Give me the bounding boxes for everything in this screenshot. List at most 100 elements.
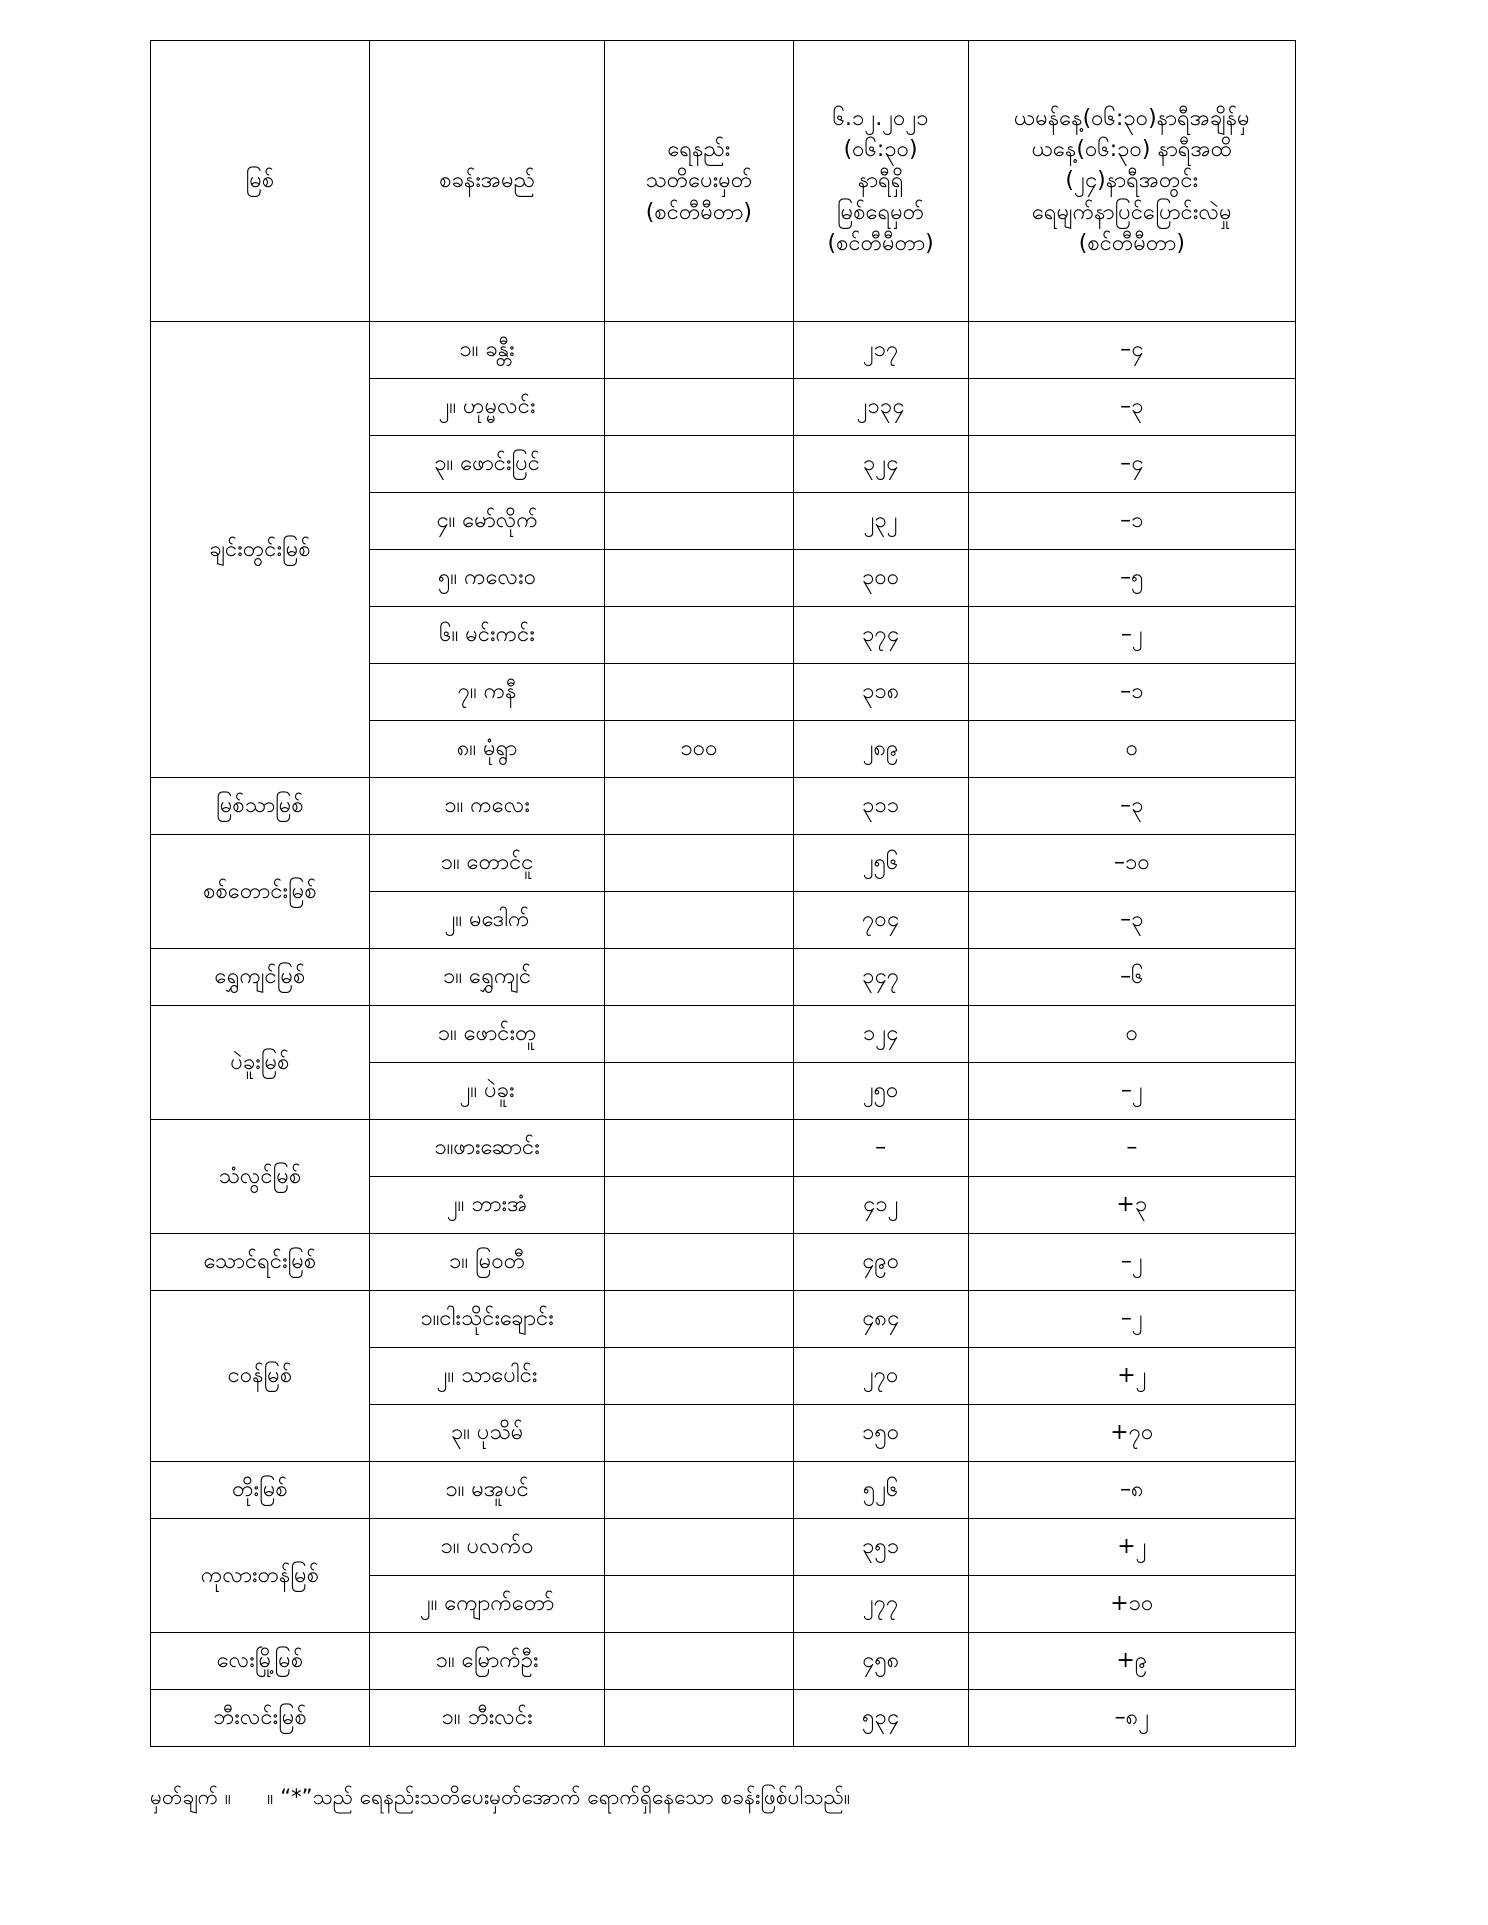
table-row: စစ်တောင်းမြစ် ၁။ တောင်ငူ ၂၅၆ –၁၀ xyxy=(150,834,1297,949)
cell-station-name: ၁။ တောင်ငူ xyxy=(368,834,606,892)
column-header-low-water-warning: ရေနည်း သတိပေးမှတ် (စင်တီမီတာ) xyxy=(604,40,794,322)
footnote: မှတ်ချက် ။ ။ “*”သည် ရေနည်းသတိပေးမှတ်အောက်… xyxy=(150,1782,1330,1814)
table-row: ၂။ ပဲခူး ၂၅၀ –၂ xyxy=(151,1062,1297,1120)
cell-current-level: ၂၇၀ xyxy=(792,1347,969,1405)
cell-24h-change: –၂ xyxy=(967,1290,1297,1348)
cell-station-name: ၂။ ဘားအံ xyxy=(368,1176,606,1234)
cell-station-name: ၁။ မြဝတီ xyxy=(368,1233,606,1291)
table-row: လေးမြို့မြစ် ၁။ မြောက်ဦး ၄၅၈ +၉ xyxy=(150,1632,1297,1690)
cell-24h-change: ၀ xyxy=(967,1005,1297,1063)
cell-river-name: တိုးမြစ် xyxy=(150,1461,370,1519)
table-row: ၂။ သာပေါင်း ၂၇၀ +၂ xyxy=(151,1347,1297,1405)
cell-station-name: ၁။ မအူပင် xyxy=(368,1461,606,1519)
cell-low-water-warning xyxy=(604,1575,794,1633)
cell-current-level: ၃၁၈ xyxy=(792,663,969,721)
cell-low-water-warning xyxy=(604,1347,794,1405)
cell-river-name: သံလွင်မြစ် xyxy=(150,1119,370,1234)
header-level-line-4: မြစ်ရေမှတ် xyxy=(836,199,925,225)
cell-current-level: ၄၉၀ xyxy=(792,1233,969,1291)
cell-24h-change: –၆ xyxy=(967,948,1297,1006)
table-row: ကုလားတန်မြစ် ၁။ ပလက်ဝ ၃၅၁ +၂ xyxy=(150,1518,1297,1633)
header-row: မြစ် စခန်းအမည် ရေနည်း သတိပေးမှတ် (စင်တီမ… xyxy=(150,40,1297,322)
table-row: ချင်းတွင်းမြစ် ၁။ ခန္တီး ၂၁၇ –၄ xyxy=(150,321,1297,778)
cell-current-level: – xyxy=(792,1119,969,1177)
header-change-line-3: (၂၄)နာရီအတွင်း xyxy=(1065,168,1199,194)
column-header-station: စခန်းအမည် xyxy=(368,40,606,322)
cell-24h-change: –၅ xyxy=(967,549,1297,607)
cell-station-name: ၇။ ကနီ xyxy=(368,663,606,721)
cell-station-name: ၁။ဖားဆောင်း xyxy=(368,1119,606,1177)
column-header-river: မြစ် xyxy=(150,40,370,322)
cell-river-name: မြစ်သာမြစ် xyxy=(150,777,370,835)
cell-24h-change: +၃ xyxy=(967,1176,1297,1234)
cell-low-water-warning xyxy=(604,1632,794,1690)
cell-station-name: ၂။ မဒေါက် xyxy=(368,891,606,949)
cell-current-level: ၂၁၃၄ xyxy=(792,378,969,436)
table-row: သံလွင်မြစ် ၁။ဖားဆောင်း – – xyxy=(150,1119,1297,1234)
cell-24h-change: –၂ xyxy=(967,1062,1297,1120)
water-level-table: မြစ် စခန်းအမည် ရေနည်း သတိပေးမှတ် (စင်တီမ… xyxy=(150,40,1297,1747)
table-row: ၆။ မင်းကင်း ၃၇၄ –၂ xyxy=(151,606,1297,664)
cell-current-level: ၄၁၂ xyxy=(792,1176,969,1234)
cell-24h-change: ၀ xyxy=(967,720,1297,778)
cell-station-name: ၁။ ဖောင်းတူ xyxy=(368,1005,606,1063)
header-level-line-5: (စင်တီမီတာ) xyxy=(827,230,934,256)
cell-low-water-warning xyxy=(604,549,794,607)
cell-current-level: ၃၄၇ xyxy=(792,948,969,1006)
cell-low-water-warning xyxy=(604,606,794,664)
column-header-24h-change: ယမန်နေ့(၀၆:၃၀)နာရီအချိန်မှ ယနေ့(၀၆:၃၀) န… xyxy=(967,40,1297,322)
cell-low-water-warning xyxy=(604,1518,794,1576)
cell-low-water-warning xyxy=(604,321,794,379)
cell-river-name: လေးမြို့မြစ် xyxy=(150,1632,370,1690)
footnote-text: ။ “*”သည် ရေနည်းသတိပေးမှတ်အောက် ရောက်ရှိန… xyxy=(267,1785,851,1809)
header-change-line-4: ရေမျက်နာပြင်ပြောင်းလဲမှု xyxy=(1031,199,1232,225)
cell-current-level: ၅၃၄ xyxy=(792,1689,969,1747)
cell-station-name: ၅။ ကလေးဝ xyxy=(368,549,606,607)
cell-river-name: သောင်ရင်းမြစ် xyxy=(150,1233,370,1291)
header-level-line-3: နာရီရှိ xyxy=(857,168,904,194)
cell-current-level: ၂၇၇ xyxy=(792,1575,969,1633)
header-warning-line-3: (စင်တီမီတာ) xyxy=(645,199,752,225)
cell-24h-change: +၉ xyxy=(967,1632,1297,1690)
cell-station-name: ၁။ ပလက်ဝ xyxy=(368,1518,606,1576)
cell-low-water-warning xyxy=(604,1290,794,1348)
header-change-line-2: ယနေ့(၀၆:၃၀) နာရီအထိ xyxy=(1031,137,1232,163)
cell-current-level: ၅၂၆ xyxy=(792,1461,969,1519)
cell-24h-change: –၄ xyxy=(967,321,1297,379)
cell-current-level: ၁၂၄ xyxy=(792,1005,969,1063)
cell-current-level: ၂၈၉ xyxy=(792,720,969,778)
cell-current-level: ၄၅၈ xyxy=(792,1632,969,1690)
cell-low-water-warning xyxy=(604,435,794,493)
cell-current-level: ၂၅၀ xyxy=(792,1062,969,1120)
cell-current-level: ၂၃၂ xyxy=(792,492,969,550)
cell-24h-change: +၇၀ xyxy=(967,1404,1297,1462)
header-level-line-1: ၆.၁၂.၂၀၂၁ xyxy=(832,105,929,131)
footnote-label: မှတ်ချက် ။ xyxy=(150,1785,232,1809)
header-change-line-5: (စင်တီမီတာ) xyxy=(1078,230,1185,256)
cell-current-level: ၃၂၄ xyxy=(792,435,969,493)
cell-24h-change: –၈၂ xyxy=(967,1689,1297,1747)
cell-station-name: ၁။ ခန္တီး xyxy=(368,321,606,379)
cell-current-level: ၂၁၇ xyxy=(792,321,969,379)
table-row: ၂။ ကျောက်တော် ၂၇၇ +၁၀ xyxy=(151,1575,1297,1633)
table-row: ဘီးလင်းမြစ် ၁။ ဘီးလင်း ၅၃၄ –၈၂ xyxy=(150,1689,1297,1747)
cell-24h-change: –၁၀ xyxy=(967,834,1297,892)
cell-river-name: ဘီးလင်းမြစ် xyxy=(150,1689,370,1747)
cell-station-name: ၄။ မော်လိုက် xyxy=(368,492,606,550)
table-row: တိုးမြစ် ၁။ မအူပင် ၅၂၆ –၈ xyxy=(150,1461,1297,1519)
header-change-line-1: ယမန်နေ့(၀၆:၃၀)နာရီအချိန်မှ xyxy=(1013,105,1250,131)
cell-current-level: ၃၅၁ xyxy=(792,1518,969,1576)
cell-station-name: ၁။ ကလေး xyxy=(368,777,606,835)
table-row: ရွှေကျင်မြစ် ၁။ ရွှေကျင် ၃၄၇ –၆ xyxy=(150,948,1297,1006)
cell-24h-change: –၃ xyxy=(967,777,1297,835)
cell-station-name: ၁။ ဘီးလင်း xyxy=(368,1689,606,1747)
cell-river-name: ကုလားတန်မြစ် xyxy=(150,1518,370,1633)
header-warning-line-1: ရေနည်း xyxy=(667,137,731,163)
cell-low-water-warning xyxy=(604,1062,794,1120)
cell-24h-change: –၂ xyxy=(967,1233,1297,1291)
cell-station-name: ၁။ မြောက်ဦး xyxy=(368,1632,606,1690)
cell-river-name: ငဝန်မြစ် xyxy=(150,1290,370,1462)
cell-current-level: ၃၁၁ xyxy=(792,777,969,835)
table-row: ၂။ မဒေါက် ၇၀၄ –၃ xyxy=(151,891,1297,949)
